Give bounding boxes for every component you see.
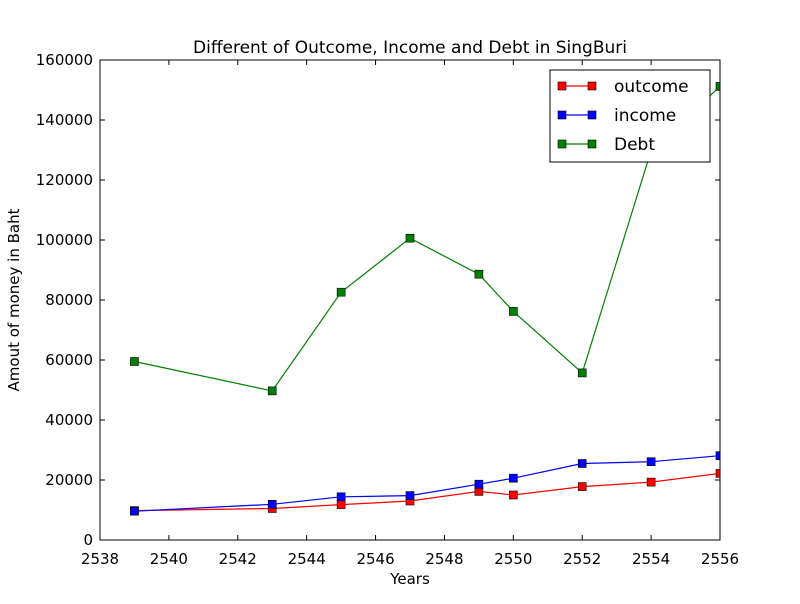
- y-axis-ticks: 0 20000 40000 60000 80000 100000 120000 140000 1…: [36, 51, 720, 549]
- y-tick-label: 160000: [36, 51, 93, 69]
- x-tick-label: 2540: [150, 550, 188, 568]
- series-layer: [130, 82, 720, 516]
- data-point-income: [646, 457, 656, 467]
- data-point-outcome: [474, 487, 484, 496]
- y-axis-label: Amout of money in Baht: [5, 208, 23, 391]
- plot-area: 2538 2540 2542 2544 2546 2548 2550 2552 2554 2556…: [36, 51, 739, 568]
- legend: outcome income Debt: [549, 69, 711, 163]
- series-outcome: [130, 469, 720, 515]
- data-point-debt: [577, 368, 587, 378]
- data-point-income: [405, 491, 415, 500]
- y-tick-label: 0: [83, 531, 93, 549]
- y-tick-label: 60000: [45, 351, 93, 369]
- x-tick-label: 2556: [701, 550, 739, 568]
- data-point-debt: [336, 287, 346, 297]
- legend-item-income: income: [557, 106, 676, 126]
- data-point-outcome: [577, 482, 587, 491]
- x-tick-label: 2554: [632, 550, 670, 568]
- legend-marker-debt: [557, 139, 567, 149]
- data-point-income: [509, 473, 518, 483]
- x-tick-label: 2542: [219, 550, 257, 568]
- y-tick-label: 40000: [45, 411, 93, 429]
- data-point-outcome: [715, 469, 720, 478]
- x-tick-label: 2548: [425, 550, 463, 568]
- y-tick-label: 140000: [36, 111, 93, 129]
- x-tick-label: 2552: [563, 550, 601, 568]
- legend-marker-outcome: [557, 81, 567, 91]
- legend-label-debt: Debt: [614, 135, 655, 155]
- data-point-debt: [715, 82, 720, 91]
- data-point-income: [267, 499, 277, 509]
- x-axis-ticks: 2538 2540 2542 2544 2546 2548 2550 2552 2554 2556: [81, 60, 739, 568]
- x-tick-label: 2546: [356, 550, 394, 568]
- legend-marker-debt: [587, 139, 597, 149]
- legend-box: [549, 69, 711, 163]
- series-line-outcome: [134, 472, 720, 512]
- series-income: [130, 451, 720, 516]
- data-point-outcome: [336, 500, 346, 509]
- legend-label-income: income: [614, 106, 676, 126]
- x-tick-label: 2550: [494, 550, 532, 568]
- legend-label-outcome: outcome: [614, 77, 689, 97]
- data-point-debt: [509, 307, 518, 316]
- data-point-income: [130, 506, 139, 516]
- x-axis-label: Years: [389, 570, 430, 588]
- y-tick-label: 100000: [36, 231, 93, 249]
- data-point-outcome: [646, 477, 656, 487]
- data-point-income: [715, 451, 720, 461]
- data-point-income: [336, 492, 346, 502]
- y-tick-label: 80000: [45, 291, 93, 309]
- data-point-debt: [267, 386, 277, 396]
- data-point-debt: [130, 357, 139, 366]
- y-tick-label: 120000: [36, 171, 93, 189]
- chart-title: Different of Outcome, Income and Debt in…: [193, 38, 627, 58]
- data-point-income: [474, 479, 484, 489]
- y-tick-label: 20000: [45, 471, 93, 489]
- legend-item-debt: Debt: [557, 135, 655, 155]
- data-point-income: [577, 459, 587, 468]
- data-point-debt: [405, 233, 415, 243]
- data-point-outcome: [509, 490, 518, 500]
- x-tick-label: 2538: [81, 550, 119, 568]
- data-point-debt: [474, 269, 484, 279]
- legend-item-outcome: outcome: [557, 77, 689, 97]
- legend-marker-income: [587, 110, 597, 120]
- legend-marker-outcome: [587, 81, 597, 91]
- legend-marker-income: [557, 110, 567, 120]
- x-tick-label: 2544: [288, 550, 326, 568]
